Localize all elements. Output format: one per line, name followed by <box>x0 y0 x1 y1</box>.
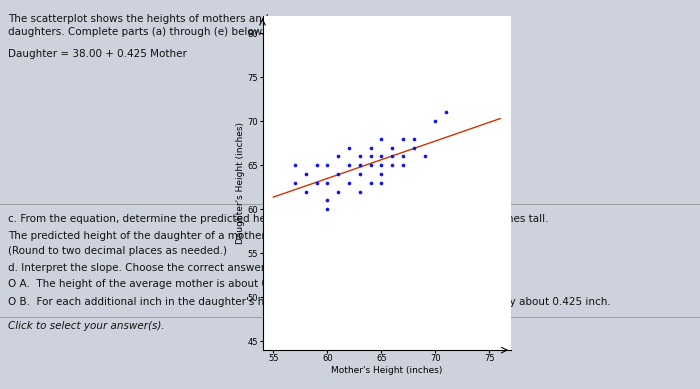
Point <box>419 153 430 159</box>
Point <box>289 162 300 168</box>
Point <box>354 153 365 159</box>
Point <box>365 153 376 159</box>
Point <box>365 162 376 168</box>
Point <box>322 206 333 212</box>
Text: Daughter = 38.00 + 0.425 Mother: Daughter = 38.00 + 0.425 Mother <box>8 49 187 59</box>
Point <box>440 109 452 116</box>
Text: c. From the equation, determine the predicted height of the daughter of a mother: c. From the equation, determine the pred… <box>8 214 549 224</box>
Text: The predicted height of the daughter of a mother who is 65 inches tall is about: The predicted height of the daughter of … <box>8 231 421 241</box>
Point <box>376 162 387 168</box>
Y-axis label: Daughter's Height (inches): Daughter's Height (inches) <box>236 122 245 244</box>
Text: O A.  The height of the average mother is about 0.425 times the height of the da: O A. The height of the average mother is… <box>8 279 468 289</box>
Point <box>289 180 300 186</box>
Point <box>408 136 419 142</box>
Point <box>322 197 333 203</box>
Point <box>365 180 376 186</box>
Point <box>354 171 365 177</box>
Text: (Round to two decimal places as needed.): (Round to two decimal places as needed.) <box>8 246 227 256</box>
Point <box>332 171 344 177</box>
Text: daughters. Complete parts (a) through (e) below.: daughters. Complete parts (a) through (e… <box>8 27 265 37</box>
Point <box>398 162 409 168</box>
Point <box>300 171 312 177</box>
Text: inches.: inches. <box>405 231 442 241</box>
Point <box>365 144 376 151</box>
Point <box>398 153 409 159</box>
Text: d. Interpret the slope. Choose the correct answer below.: d. Interpret the slope. Choose the corre… <box>8 263 302 273</box>
Point <box>386 162 398 168</box>
Point <box>386 153 398 159</box>
Point <box>354 162 365 168</box>
Point <box>354 189 365 195</box>
Point <box>376 180 387 186</box>
Point <box>398 136 409 142</box>
Point <box>322 180 333 186</box>
X-axis label: Mother's Height (inches): Mother's Height (inches) <box>331 366 442 375</box>
Point <box>343 144 354 151</box>
Point <box>430 118 441 124</box>
Point <box>332 153 344 159</box>
Point <box>311 162 322 168</box>
Text: Click to select your answer(s).: Click to select your answer(s). <box>8 321 164 331</box>
Point <box>376 153 387 159</box>
Point <box>386 144 398 151</box>
Point <box>376 171 387 177</box>
Point <box>408 144 419 151</box>
Text: The scatterplot shows the heights of mothers and: The scatterplot shows the heights of mot… <box>8 14 269 24</box>
Point <box>311 180 322 186</box>
Point <box>343 180 354 186</box>
Point <box>322 162 333 168</box>
Point <box>376 136 387 142</box>
FancyBboxPatch shape <box>380 231 402 244</box>
Point <box>332 189 344 195</box>
Point <box>300 189 312 195</box>
Point <box>343 162 354 168</box>
Text: O B.  For each additional inch in the daughter's height, the average mother's he: O B. For each additional inch in the dau… <box>8 297 610 307</box>
